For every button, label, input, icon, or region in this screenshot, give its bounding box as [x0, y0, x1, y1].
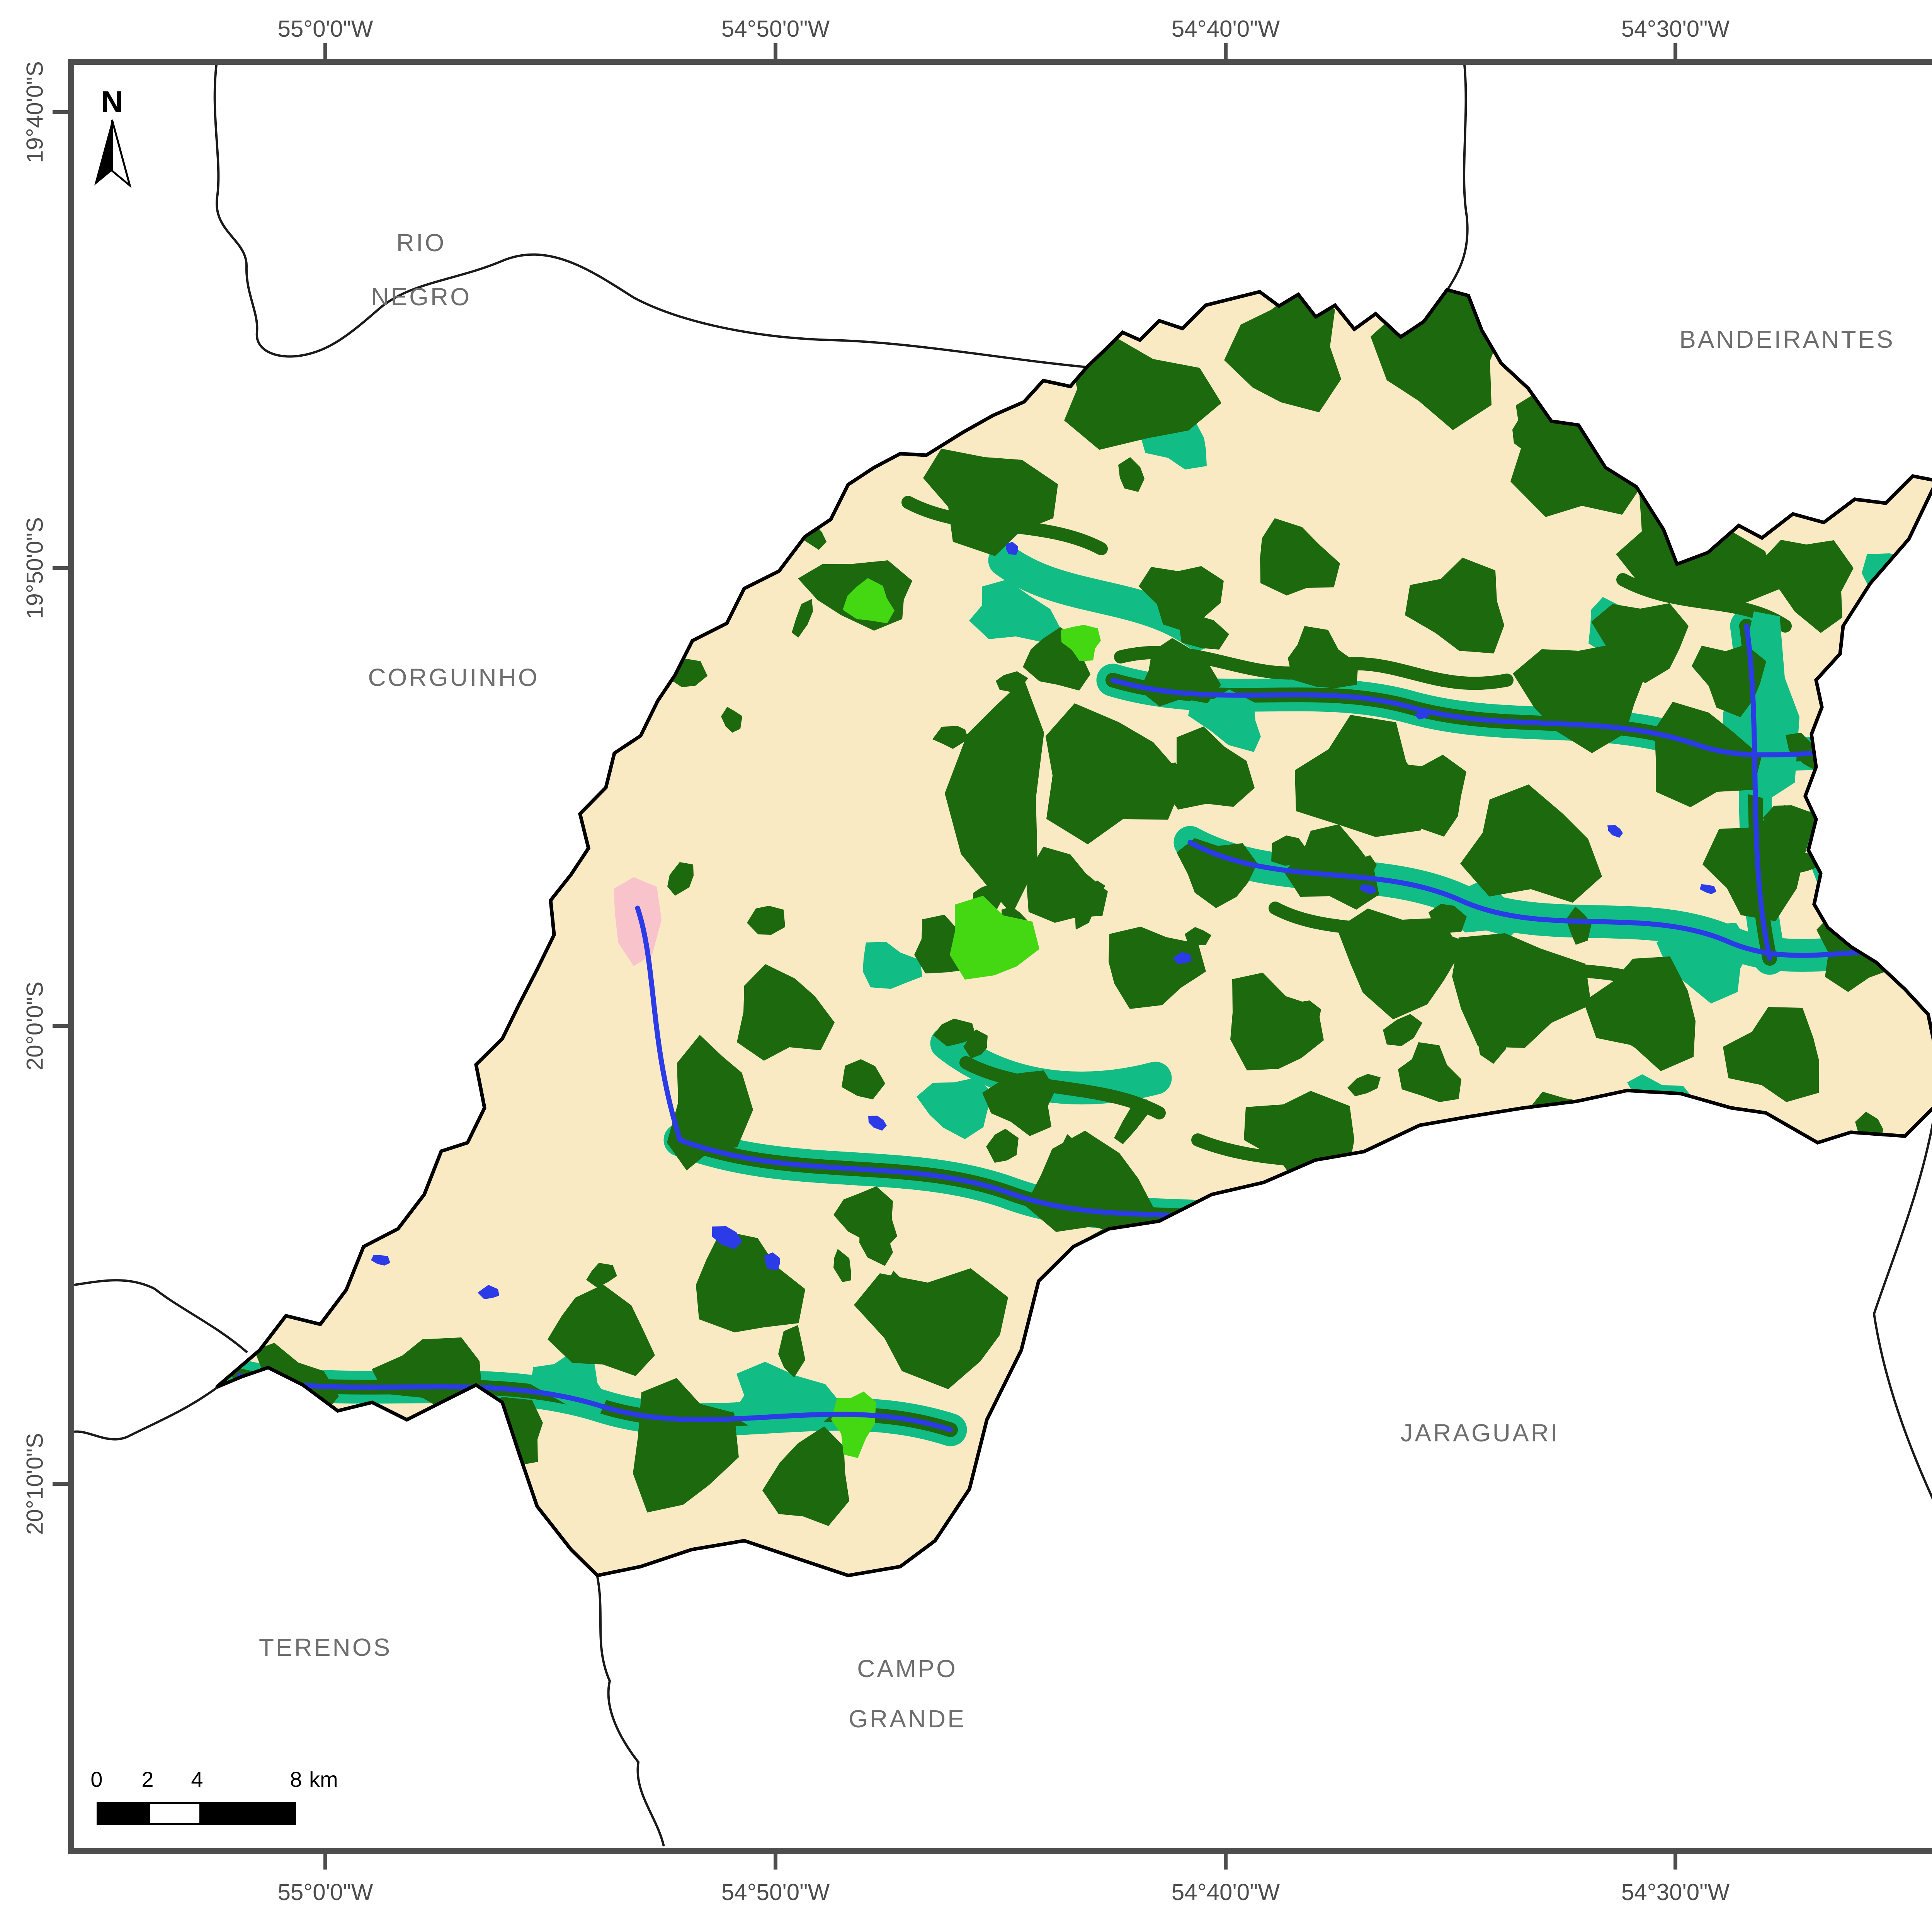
lon-label-bottom-4: 54°30'0"W — [1621, 1879, 1730, 1905]
lat-label-2: 19°50'0"S — [22, 517, 48, 619]
scalebar-unit: km — [309, 1767, 338, 1791]
lat-label-1: 19°40'0"S — [22, 61, 48, 163]
north-arrow: N — [94, 85, 132, 188]
tick-left-2 — [53, 566, 68, 570]
north-arrow-left-half — [94, 120, 112, 185]
scale-bar-segment-1 — [99, 1804, 150, 1823]
lon-label-top-1: 55°0'0"W — [277, 16, 373, 42]
lon-label-top-3: 54°40'0"W — [1171, 16, 1280, 42]
lon-label-bottom-1: 55°0'0"W — [277, 1879, 373, 1905]
label-campo-grande-2: GRANDE — [849, 1705, 966, 1733]
land-use-map: RIO NEGRO BANDEIRANTES CORGUINHO JARAGUA… — [74, 65, 1932, 1847]
scalebar-label-4: 4 — [191, 1767, 203, 1791]
boundary-terenos-campo-grande — [596, 1576, 665, 1847]
tick-left-1 — [53, 110, 68, 114]
boundary-terenos-west-lower — [74, 1387, 217, 1441]
tick-bottom-3 — [1224, 1854, 1228, 1870]
boundary-rio-negro-bandeirantes — [1446, 65, 1469, 291]
tick-top-2 — [774, 43, 777, 59]
scale-bar — [97, 1802, 296, 1825]
scale-bar-segment-3 — [199, 1804, 294, 1823]
lon-label-top-4: 54°30'0"W — [1621, 16, 1730, 42]
label-rio-negro-1: RIO — [396, 229, 446, 257]
scalebar-label-0: 0 — [90, 1767, 103, 1791]
tick-top-1 — [323, 43, 327, 59]
scalebar-label-2: 2 — [141, 1767, 154, 1791]
tick-top-4 — [1673, 43, 1677, 59]
tick-bottom-1 — [323, 1854, 327, 1870]
label-jaraguari: JARAGUARI — [1400, 1419, 1559, 1447]
label-corguinho: CORGUINHO — [368, 663, 539, 691]
lon-label-top-2: 54°50'0"W — [721, 16, 830, 42]
scale-bar-segment-2 — [150, 1804, 199, 1823]
boundary-terenos-west-upper — [74, 1279, 248, 1354]
north-arrow-right-half — [111, 119, 132, 188]
lat-label-3: 20°0'0"S — [22, 981, 48, 1071]
tick-bottom-4 — [1673, 1854, 1677, 1870]
lon-label-bottom-2: 54°50'0"W — [721, 1879, 830, 1905]
tick-left-3 — [53, 1024, 68, 1028]
tick-top-3 — [1224, 43, 1228, 59]
boundary-jaraguari-campo-grande — [1872, 1121, 1932, 1500]
label-terenos: TERENOS — [259, 1633, 392, 1661]
north-arrow-label: N — [101, 85, 123, 119]
boundary-rio-negro-corguinho — [213, 65, 1087, 368]
label-rio-negro-2: NEGRO — [371, 283, 471, 311]
tick-bottom-2 — [774, 1854, 777, 1870]
lat-label-4: 20°10'0"S — [22, 1433, 48, 1535]
scalebar-label-8: 8 — [290, 1767, 302, 1791]
neighbor-boundaries — [74, 65, 1932, 1847]
tick-left-4 — [53, 1482, 68, 1486]
neighbor-labels: RIO NEGRO BANDEIRANTES CORGUINHO JARAGUA… — [259, 229, 1895, 1733]
label-bandeirantes: BANDEIRANTES — [1679, 325, 1895, 353]
label-campo-grande-1: CAMPO — [857, 1655, 957, 1683]
lon-label-bottom-3: 54°40'0"W — [1171, 1879, 1280, 1905]
